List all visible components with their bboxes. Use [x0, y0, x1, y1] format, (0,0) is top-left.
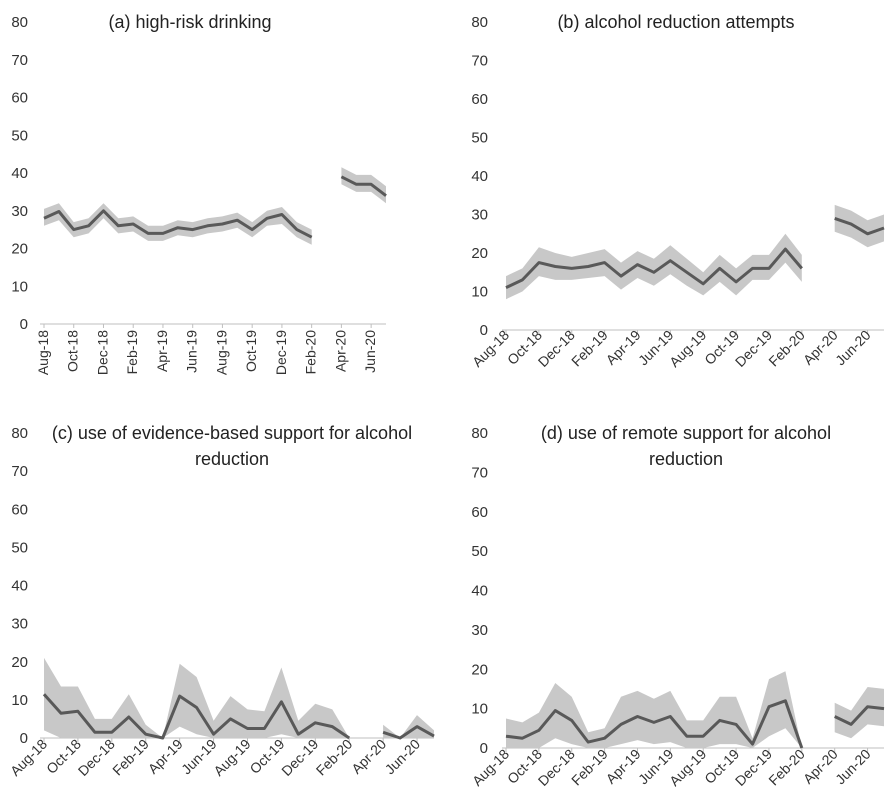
y-tick-label: 10 [471, 284, 488, 301]
x-tick-label: Apr-19 [603, 746, 644, 787]
x-tick-label: Aug-18 [35, 330, 51, 375]
series-line [834, 705, 885, 726]
x-tick-label: Dec-18 [535, 327, 578, 370]
chart-panel-c: (c) use of evidence-based support for al… [7, 423, 435, 779]
confidence-band [834, 687, 884, 739]
x-tick-label: Apr-20 [348, 736, 389, 777]
chart-title: (c) use of evidence-based support for al… [52, 423, 412, 443]
x-tick-label: Dec-19 [732, 327, 775, 370]
x-tick-label: Aug-18 [469, 746, 512, 789]
series-line [340, 175, 387, 197]
y-tick-label: 40 [471, 168, 488, 185]
chart-title-line2: reduction [649, 449, 723, 469]
y-tick-label: 70 [11, 52, 28, 69]
confidence-band [44, 203, 312, 245]
x-tick-label: Dec-19 [732, 746, 775, 789]
chart-panel-a: (a) high-risk drinking 0 10 20 30 40 50 60 70 80 A… [11, 12, 387, 375]
y-tick-label: 20 [471, 245, 488, 262]
x-tick-label: Aug-19 [213, 330, 229, 375]
y-tick-label: 60 [11, 90, 28, 107]
x-tick-label: Dec-18 [94, 330, 110, 375]
chart-panel-d: (d) use of remote support for alcohol red… [469, 423, 885, 789]
x-tick-label: Aug-19 [666, 746, 709, 789]
x-tick-label: Apr-20 [800, 746, 841, 787]
x-tick-label: Dec-18 [75, 736, 118, 779]
x-tick-label: Apr-19 [603, 327, 644, 368]
y-tick-label: 70 [11, 463, 28, 480]
y-tick-label: 40 [11, 578, 28, 595]
x-tick-label: Aug-19 [210, 736, 253, 779]
y-tick-label: 40 [11, 165, 28, 182]
y-tick-label: 70 [471, 464, 488, 481]
x-tick-label: Aug-18 [7, 736, 50, 779]
x-tick-label: Feb-19 [568, 327, 611, 370]
y-tick-label: 20 [11, 241, 28, 258]
y-tick-label: 60 [471, 91, 488, 108]
y-tick-label: 0 [480, 740, 488, 757]
x-tick-label: Oct-19 [243, 330, 259, 372]
y-tick-label: 60 [11, 501, 28, 518]
y-tick-label: 0 [480, 322, 488, 339]
chart-title: (a) high-risk drinking [108, 12, 271, 32]
y-tick-label: 80 [471, 14, 488, 31]
x-tick-label: Feb-19 [124, 330, 140, 375]
confidence-band [383, 715, 434, 738]
series-line [382, 725, 435, 740]
y-tick-label: 80 [471, 425, 488, 442]
y-tick-label: 10 [11, 692, 28, 709]
confidence-band [506, 233, 802, 300]
y-tick-label: 70 [471, 53, 488, 70]
y-tick-label: 30 [11, 203, 28, 220]
y-tick-label: 50 [11, 539, 28, 556]
x-tick-label: Apr-20 [800, 327, 841, 368]
y-tick-label: 50 [471, 543, 488, 560]
x-tick-label: Aug-18 [469, 327, 512, 370]
y-tick-label: 30 [11, 616, 28, 633]
series-line [834, 216, 885, 236]
x-tick-label: Feb-20 [303, 330, 319, 375]
x-tick-label: Aug-19 [666, 327, 709, 370]
y-tick-label: 20 [11, 654, 28, 671]
y-tick-label: 50 [471, 130, 488, 147]
x-tick-label: Feb-19 [109, 736, 152, 779]
y-tick-label: 60 [471, 504, 488, 521]
y-tick-label: 30 [471, 207, 488, 224]
x-tick-label: Dec-18 [535, 746, 578, 789]
x-tick-label: Feb-20 [313, 736, 356, 779]
y-tick-label: 0 [20, 730, 28, 747]
y-tick-label: 50 [11, 127, 28, 144]
confidence-band [44, 657, 350, 738]
x-tick-label: Dec-19 [278, 736, 321, 779]
x-tick-label: Oct-18 [65, 330, 81, 372]
x-tick-label: Feb-19 [568, 746, 611, 789]
x-tick-label: Feb-20 [765, 327, 808, 370]
y-tick-label: 30 [471, 622, 488, 639]
y-tick-label: 20 [471, 661, 488, 678]
y-tick-label: 10 [11, 278, 28, 295]
x-tick-label: Dec-19 [273, 330, 289, 375]
y-tick-label: 0 [20, 316, 28, 333]
chart-title: (d) use of remote support for alcohol [541, 423, 831, 443]
y-tick-label: 10 [471, 701, 488, 718]
chart-title-line2: reduction [195, 449, 269, 469]
y-tick-label: 40 [471, 583, 488, 600]
chart-title: (b) alcohol reduction attempts [557, 12, 794, 32]
x-tick-label: Apr-20 [332, 330, 348, 372]
x-tick-label: Jun-20 [832, 746, 874, 788]
x-tick-label: Feb-20 [765, 746, 808, 789]
chart-panel-b: (b) alcohol reduction attempts 0 10 20 30 40 5… [469, 12, 885, 370]
x-tick-label: Apr-19 [145, 736, 186, 777]
y-tick-label: 80 [11, 425, 28, 442]
y-tick-label: 80 [11, 14, 28, 31]
x-tick-label: Jun-19 [184, 330, 200, 373]
x-tick-label: Jun-20 [362, 330, 378, 373]
confidence-band [834, 204, 884, 248]
x-tick-label: Jun-20 [832, 327, 874, 369]
x-tick-label: Jun-20 [382, 736, 424, 778]
x-tick-label: Apr-19 [154, 330, 170, 372]
